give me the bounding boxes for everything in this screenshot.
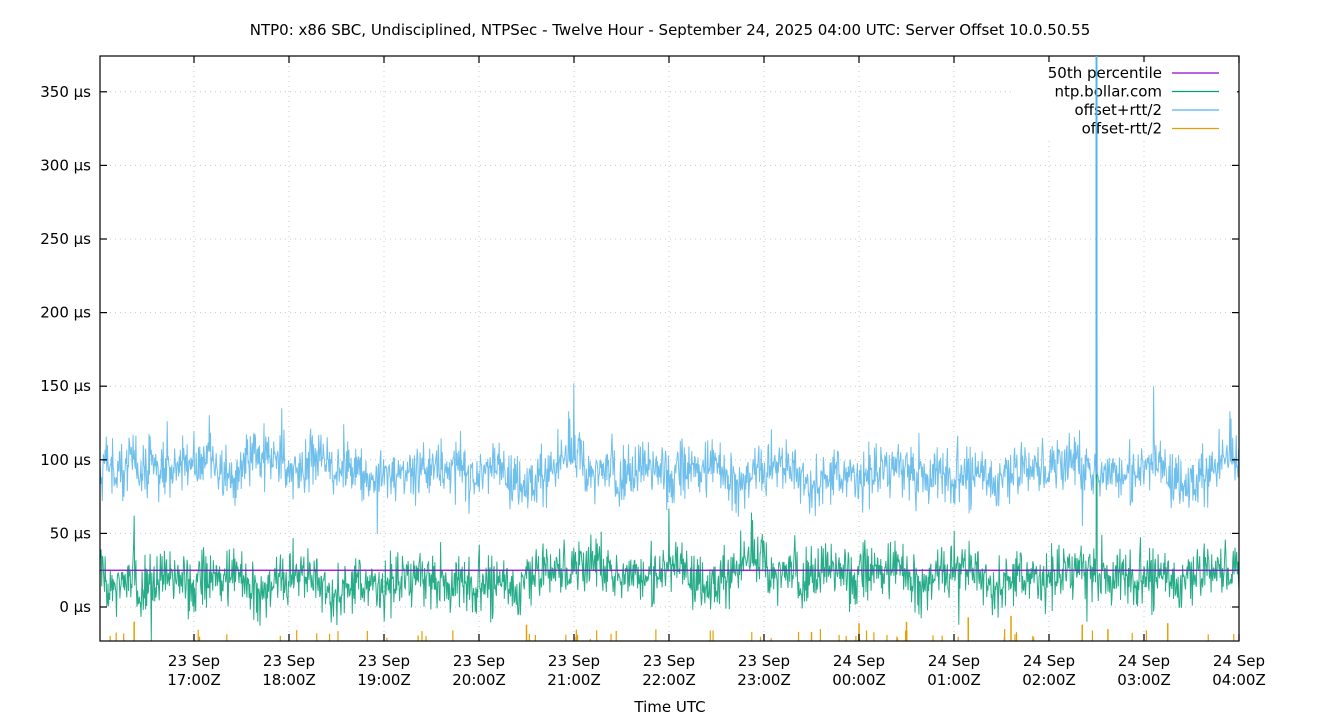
x-tick-label-date: 24 Sep: [1213, 652, 1265, 670]
x-tick-label-date: 23 Sep: [358, 652, 410, 670]
chart-title: NTP0: x86 SBC, Undisciplined, NTPSec - T…: [250, 21, 1091, 39]
x-tick-label-time: 02:00Z: [1022, 671, 1076, 689]
y-tick-label: 100 µs: [40, 451, 91, 469]
x-tick-label-date: 23 Sep: [643, 652, 695, 670]
x-tick-label-date: 23 Sep: [263, 652, 315, 670]
x-tick-label-date: 23 Sep: [548, 652, 600, 670]
x-tick-label-date: 24 Sep: [928, 652, 980, 670]
series-line: [99, 121, 1240, 642]
x-tick-label-time: 20:00Z: [452, 671, 506, 689]
x-tick-label-date: 23 Sep: [168, 652, 220, 670]
x-tick-label-date: 23 Sep: [738, 652, 790, 670]
y-tick-label: 0 µs: [59, 598, 91, 616]
y-tick-label: 200 µs: [40, 304, 91, 322]
x-tick-label-time: 00:00Z: [832, 671, 886, 689]
x-tick-label-time: 21:00Z: [547, 671, 601, 689]
x-tick-label-date: 23 Sep: [453, 652, 505, 670]
y-tick-label: 150 µs: [40, 377, 91, 395]
x-tick-label-time: 18:00Z: [262, 671, 316, 689]
x-tick-label-time: 04:00Z: [1212, 671, 1266, 689]
legend-label: offset-rtt/2: [1082, 120, 1162, 138]
x-tick-label-time: 22:00Z: [642, 671, 696, 689]
x-axis-label: Time UTC: [633, 698, 705, 716]
x-tick-label-date: 24 Sep: [1118, 652, 1170, 670]
y-tick-label: 300 µs: [40, 156, 91, 174]
x-tick-label-time: 17:00Z: [167, 671, 221, 689]
series-line: [99, 55, 1240, 535]
x-tick-label-date: 24 Sep: [1023, 652, 1075, 670]
legend-background: [1012, 62, 1237, 138]
y-axis-ticks: 0 µs 50 µs 100 µs 150 µs 200 µs 250 µs 300 µs 3…: [40, 83, 1239, 616]
legend-label: ntp.bollar.com: [1055, 83, 1163, 101]
y-tick-label: 50 µs: [50, 524, 91, 542]
x-tick-label-date: 24 Sep: [833, 652, 885, 670]
plot-series: [99, 55, 1240, 642]
x-tick-label-time: 23:00Z: [737, 671, 791, 689]
legend: 50th percentilentp.bollar.comoffset+rtt/…: [1012, 56, 1237, 475]
legend-label: 50th percentile: [1048, 64, 1162, 82]
y-tick-label: 350 µs: [40, 83, 91, 101]
x-tick-label-time: 03:00Z: [1117, 671, 1171, 689]
x-tick-label-time: 19:00Z: [357, 671, 411, 689]
y-tick-label: 250 µs: [40, 230, 91, 248]
x-tick-label-time: 01:00Z: [927, 671, 981, 689]
legend-label: offset+rtt/2: [1074, 101, 1162, 119]
